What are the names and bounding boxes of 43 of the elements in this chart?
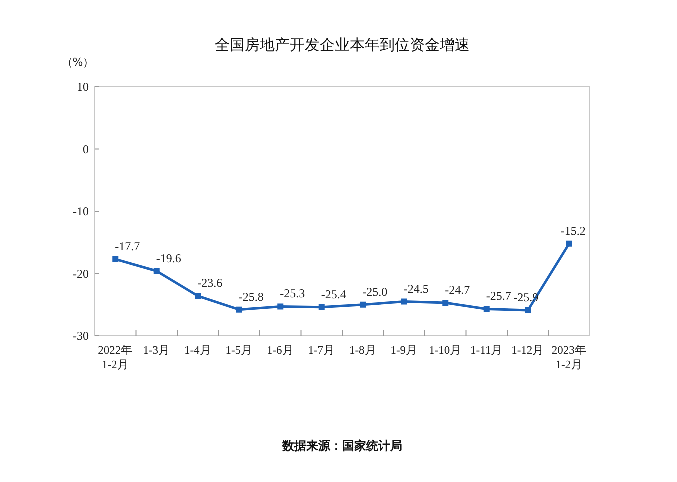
point [236, 306, 242, 313]
source-note: 数据来源：国家统计局 [282, 439, 402, 453]
y-axis-title: （%） [62, 56, 94, 69]
point [525, 307, 532, 314]
point [278, 304, 284, 310]
x-tick-label: 2023年 1-2月 [552, 344, 587, 372]
y-tick-label: 10 [77, 80, 89, 94]
data-label: -17.7 [115, 239, 140, 254]
x-tick-label: 1-3月 [143, 344, 171, 357]
x-tick-label: 1-10月 [429, 344, 462, 357]
x-tick-label: 1-8月 [349, 344, 377, 357]
point [442, 300, 449, 306]
data-label: -24.7 [445, 283, 470, 298]
x-tick-label: 1-11月 [470, 344, 504, 357]
y-tick-label: -10 [73, 204, 89, 218]
y-tick-label: -20 [73, 266, 89, 281]
y-tick-label: -30 [73, 329, 89, 343]
data-label: -19.6 [156, 251, 182, 266]
x-tick-label: 1-4月 [184, 344, 212, 357]
point [154, 268, 160, 274]
point [318, 304, 325, 310]
point [195, 293, 202, 300]
point [566, 240, 572, 247]
y-tick-label: 0 [83, 142, 89, 156]
data-label: -25.7 [486, 289, 512, 304]
x-tick-label: 1-6月 [266, 344, 294, 357]
data-label: -25.8 [238, 290, 264, 304]
point [401, 298, 408, 305]
data-label: -25.4 [321, 287, 346, 302]
data-label: -23.6 [198, 276, 223, 290]
data-label: -25.0 [362, 284, 388, 299]
data-label: -24.5 [404, 282, 429, 296]
data-label: -25.3 [280, 286, 306, 301]
point [360, 302, 366, 308]
point [112, 256, 119, 262]
x-tick-label: 1-5月 [226, 344, 254, 357]
chart-title: 全国房地产开发企业本年到位资金增速 [215, 36, 470, 54]
x-tick-label: 1-9月 [390, 344, 418, 357]
data-label: -15.2 [560, 224, 586, 238]
x-tick-label: 2022年 1-2月 [98, 344, 134, 372]
x-tick-label: 1-7月 [308, 344, 336, 357]
point [484, 306, 490, 312]
x-tick-label: 1-12月 [512, 344, 545, 357]
